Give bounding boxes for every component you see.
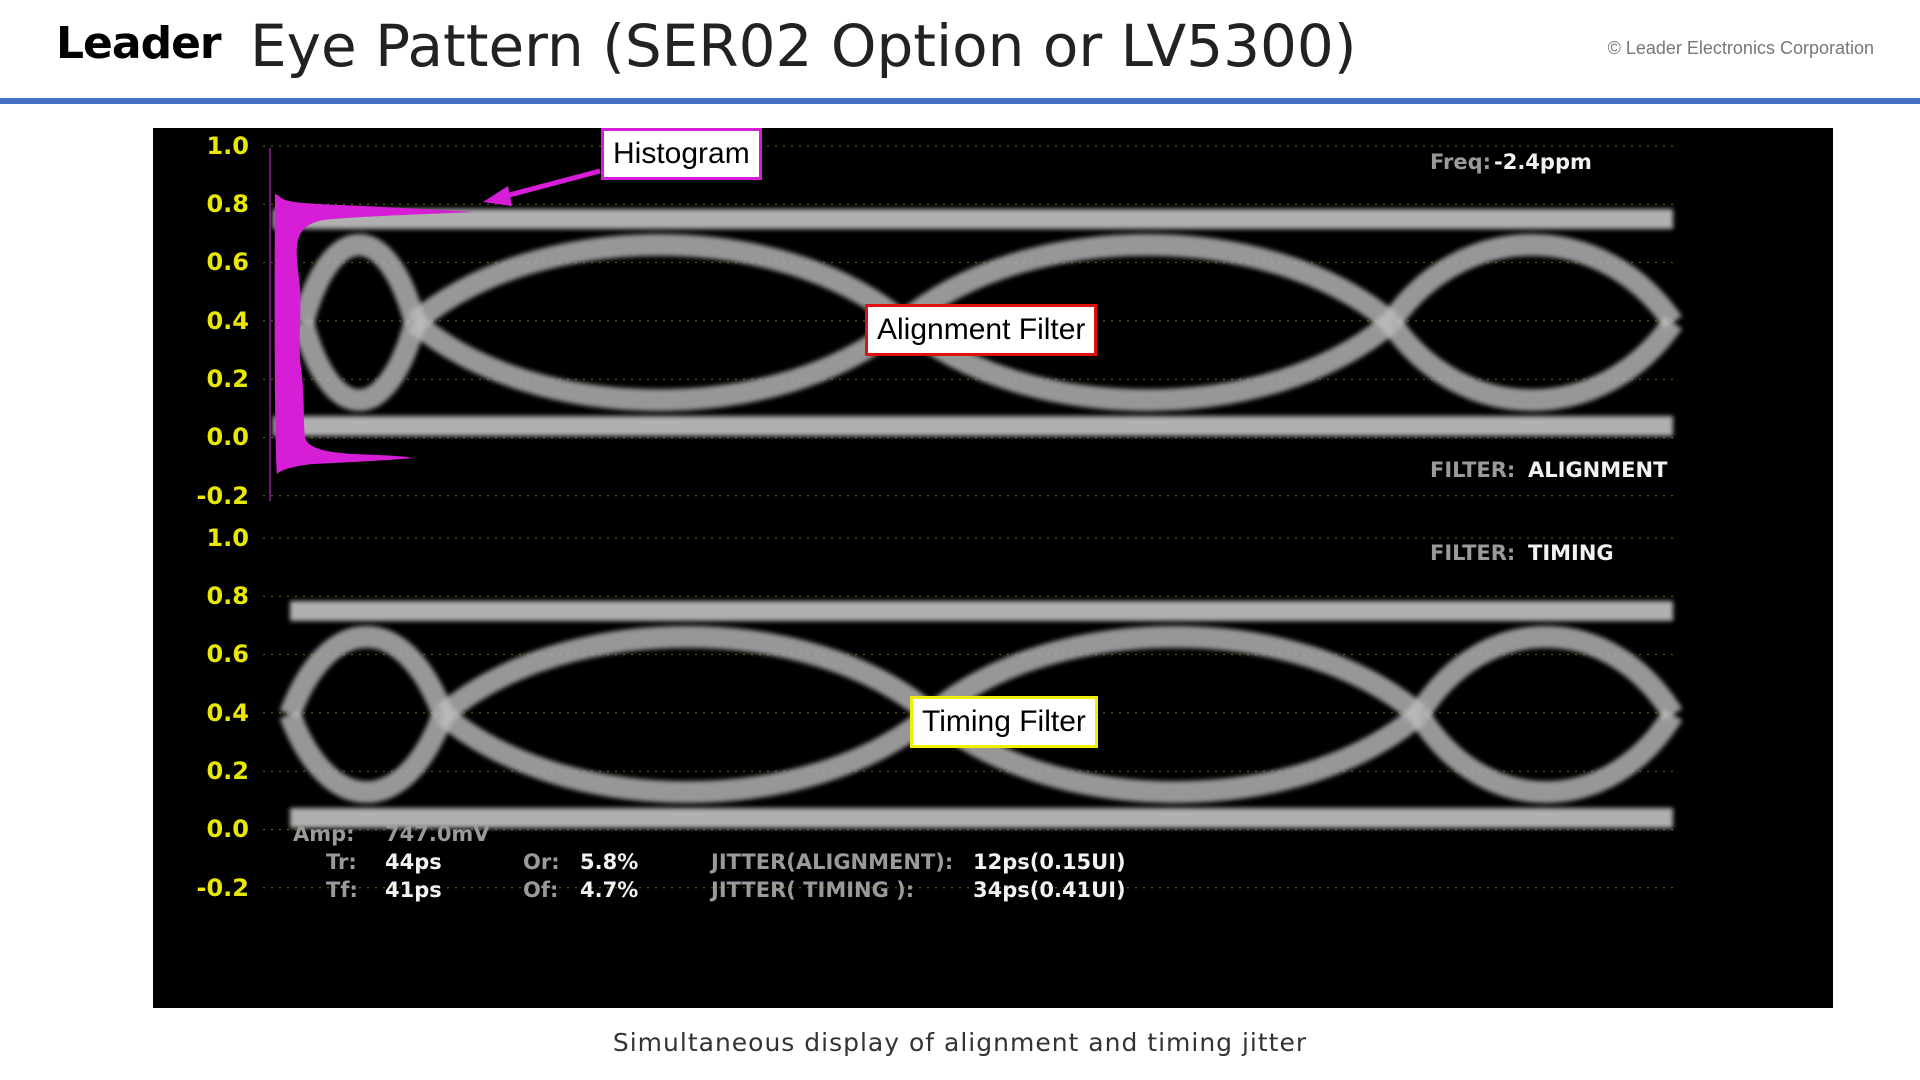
- scale-top-tick: -0.2: [196, 482, 249, 510]
- filter-bottom-label: FILTER:: [1430, 541, 1516, 565]
- scale-top-tick: 0.8: [206, 190, 249, 218]
- jitter-timing-value: 34ps(0.41UI): [973, 878, 1126, 902]
- filter-bottom-value: TIMING: [1528, 541, 1614, 565]
- amplitude-value: 747.0mV: [385, 822, 490, 846]
- scale-top-tick: 0.4: [206, 307, 249, 335]
- scale-bottom-tick: 1.0: [206, 524, 249, 552]
- freq-label: Freq:: [1430, 150, 1492, 174]
- of-value: 4.7%: [580, 878, 639, 902]
- filter-top-value: ALIGNMENT: [1528, 458, 1668, 482]
- scale-bottom-tick: 0.6: [206, 640, 249, 668]
- leader-logo: Leader: [56, 18, 222, 69]
- amplitude-label: Amp:: [293, 822, 355, 846]
- or-label: Or:: [523, 850, 560, 874]
- page-title: Eye Pattern (SER02 Option or LV5300): [250, 12, 1357, 80]
- scale-top-tick: 1.0: [206, 132, 249, 160]
- figure-caption: Simultaneous display of alignment and ti…: [612, 1028, 1308, 1057]
- of-label: Of:: [523, 878, 559, 902]
- eye-pattern-canvas: [263, 145, 1683, 889]
- header-divider: [0, 98, 1920, 104]
- alignment-filter-callout: Alignment Filter: [865, 304, 1098, 356]
- jitter-alignment-label: JITTER(ALIGNMENT):: [711, 850, 954, 874]
- scale-bottom-tick: 0.4: [206, 699, 249, 727]
- freq-value: -2.4ppm: [1494, 150, 1592, 174]
- jitter-timing-label: JITTER( TIMING ):: [711, 878, 915, 902]
- scale-bottom-tick: -0.2: [196, 874, 249, 902]
- scale-bottom-tick: 0.0: [206, 815, 249, 843]
- scale-bottom-tick: 0.8: [206, 582, 249, 610]
- scale-top-tick: 0.0: [206, 423, 249, 451]
- tf-value: 41ps: [385, 878, 442, 902]
- histogram-shape: [274, 194, 473, 474]
- tr-value: 44ps: [385, 850, 442, 874]
- timing-filter-callout: Timing Filter: [910, 696, 1098, 748]
- tr-label: Tr:: [326, 850, 357, 874]
- eye-pattern-display: Histogram Alignment Filter Timing Filter…: [153, 128, 1833, 1008]
- tf-label: Tf:: [326, 878, 358, 902]
- jitter-alignment-value: 12ps(0.15UI): [973, 850, 1126, 874]
- or-value: 5.8%: [580, 850, 639, 874]
- scale-bottom-tick: 0.2: [206, 757, 249, 785]
- scale-top-tick: 0.6: [206, 248, 249, 276]
- histogram-arrow: [483, 168, 601, 206]
- filter-top-label: FILTER:: [1430, 458, 1516, 482]
- eye-traces-timing: [279, 601, 1683, 828]
- histogram-callout: Histogram: [601, 128, 762, 180]
- copyright-notice: © Leader Electronics Corporation: [1607, 38, 1874, 58]
- eye-traces-alignment: [273, 209, 1683, 436]
- scale-top-tick: 0.2: [206, 365, 249, 393]
